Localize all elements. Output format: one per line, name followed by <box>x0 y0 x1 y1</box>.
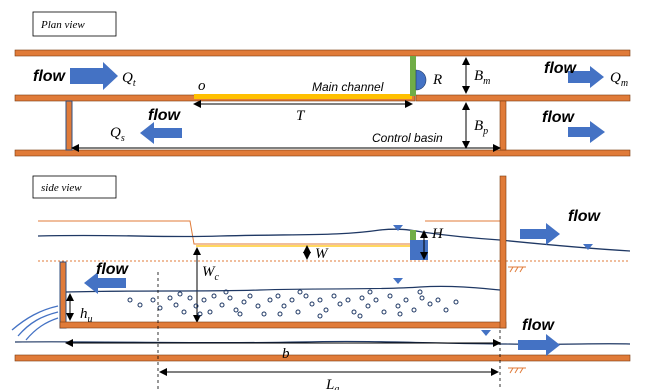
basin-wall-left <box>59 261 67 329</box>
water-marker-1 <box>393 225 403 231</box>
flow-arrow-inlet <box>70 62 118 90</box>
qm-label: Qm <box>610 70 628 89</box>
plan-wall-top <box>14 49 631 57</box>
basin-water-marker <box>393 278 403 284</box>
t-label: T <box>296 108 306 124</box>
gate-plate <box>410 56 416 96</box>
flow-arrow-basin-left <box>140 122 182 144</box>
plan-basin-wall-right <box>499 100 507 151</box>
flow-label-left: flow <box>96 261 130 278</box>
w-label: W <box>315 246 329 262</box>
flow-label-outlet-top: flow <box>544 60 578 77</box>
qs-label: Qs <box>110 125 125 144</box>
flow-label-basin-left: flow <box>148 107 182 124</box>
qt-label: Qt <box>122 70 136 89</box>
side-view-title-box <box>32 175 117 199</box>
basin-water-surface <box>65 285 501 293</box>
plan-view: Plan view flow Qt flow Qm flow Qs flow o… <box>14 11 631 157</box>
flow-arrow-basin-right <box>568 121 605 143</box>
origin-label: o <box>198 78 206 94</box>
basin-wall-right <box>499 175 507 329</box>
b-label: b <box>282 346 290 362</box>
side-gate <box>410 240 428 260</box>
wc-label: Wc <box>202 264 220 283</box>
channel-bed-profile <box>38 220 412 245</box>
plan-basin-wall-left <box>65 100 73 151</box>
flow-arrow-top-right <box>520 223 560 245</box>
plan-wall-middle-right <box>415 94 631 102</box>
basin-floor <box>59 321 507 329</box>
flow-label-bottom-right: flow <box>522 317 556 334</box>
flow-label-basin-right: flow <box>542 109 576 126</box>
main-channel-label: Main channel <box>312 80 384 94</box>
outlet-jet <box>11 305 59 341</box>
side-weir-plate <box>410 230 416 240</box>
sediment-particles <box>127 289 459 319</box>
h-label: H <box>431 226 444 242</box>
flow-arrow-left <box>84 272 126 294</box>
side-view: side view H W Wc <box>11 175 631 390</box>
gate-radius-icon <box>415 69 427 91</box>
flow-arrow-outlet-top <box>568 66 604 88</box>
r-label: R <box>432 72 442 88</box>
flow-label-inlet: flow <box>33 68 67 85</box>
water-marker-2 <box>583 244 593 250</box>
la-label: La <box>325 377 339 390</box>
side-view-title: side view <box>41 182 82 194</box>
plan-view-title-box <box>32 11 117 37</box>
water-surface-main <box>37 228 631 252</box>
ground-hatch-upper <box>508 266 526 273</box>
flow-arrow-bottom-right <box>518 334 560 356</box>
plan-wall-bottom <box>14 149 631 157</box>
side-weir-crest <box>194 94 412 99</box>
lower-channel-bed <box>14 354 631 362</box>
control-basin-label: Control basin <box>372 131 443 145</box>
ground-hatch-lower <box>508 367 526 374</box>
flow-label-top-right: flow <box>568 208 602 225</box>
bm-label: Bm <box>474 68 490 87</box>
plan-view-title: Plan view <box>40 19 85 31</box>
lower-water-marker <box>481 330 491 336</box>
bp-label: Bp <box>474 118 488 137</box>
